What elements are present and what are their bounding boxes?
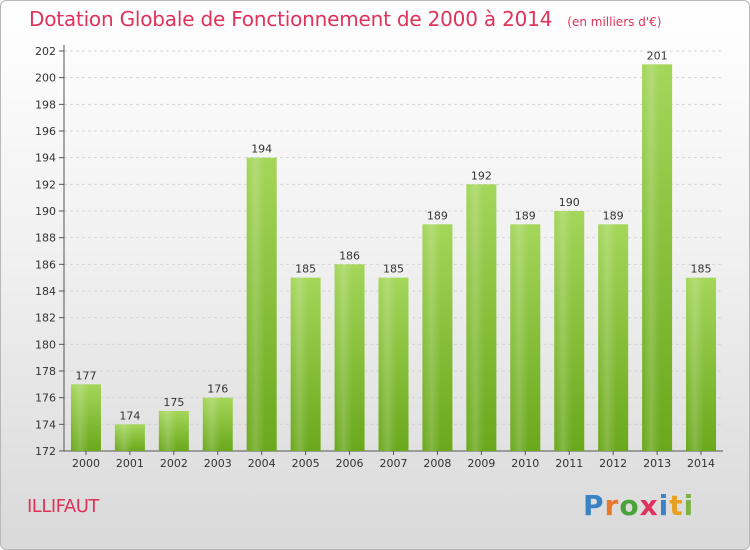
brand-letter: r xyxy=(604,489,620,522)
x-tick-label-2014: 2014 xyxy=(687,457,715,470)
y-tick-label: 194 xyxy=(35,152,56,165)
value-label-2008: 189 xyxy=(427,209,448,222)
x-tick-label-2008: 2008 xyxy=(423,457,451,470)
chart-subtitle: (en milliers d'€) xyxy=(567,15,662,29)
bar-shine-2003 xyxy=(202,397,233,451)
grid-lines xyxy=(59,50,723,452)
y-tick-label: 196 xyxy=(35,125,56,138)
bars xyxy=(70,64,717,452)
y-tick-label: 202 xyxy=(35,45,56,58)
y-tick-label: 172 xyxy=(35,445,56,458)
value-label-2007: 185 xyxy=(383,263,404,276)
value-label-2005: 185 xyxy=(295,263,316,276)
chart-title: Dotation Globale de Fonctionnement de 20… xyxy=(29,7,553,31)
value-label-2002: 175 xyxy=(163,396,184,409)
value-label-2011: 190 xyxy=(559,196,580,209)
bar-shine-2004 xyxy=(246,157,277,451)
value-label-2012: 189 xyxy=(603,209,624,222)
y-tick-label: 176 xyxy=(35,392,56,405)
x-tick-label-2006: 2006 xyxy=(336,457,364,470)
value-label-2010: 189 xyxy=(515,209,536,222)
y-tick-labels: 172 174 176 178 180 182 184 186 188 190 192 194 196 1… xyxy=(35,45,56,458)
brand-letter: i xyxy=(658,489,670,522)
y-tick-label: 186 xyxy=(35,258,56,271)
y-tick-label: 178 xyxy=(35,365,56,378)
y-tick-label: 184 xyxy=(35,285,56,298)
bar-shine-2010 xyxy=(510,224,541,451)
x-tick-label-2013: 2013 xyxy=(643,457,671,470)
x-tick-label-2005: 2005 xyxy=(292,457,320,470)
value-label-2004: 194 xyxy=(251,143,272,156)
x-tick-label-2012: 2012 xyxy=(599,457,627,470)
x-tick-label-2003: 2003 xyxy=(204,457,232,470)
y-tick-label: 188 xyxy=(35,232,56,245)
y-tick-label: 200 xyxy=(35,72,56,85)
y-tick-label: 190 xyxy=(35,205,56,218)
value-label-2003: 176 xyxy=(207,383,228,396)
x-tick-label-2004: 2004 xyxy=(248,457,276,470)
value-labels: 177 174 175 176 194 185 186 185 189 192 189 190 189 2… xyxy=(75,49,711,422)
bar-shine-2013 xyxy=(642,64,673,452)
y-tick-label: 180 xyxy=(35,338,56,351)
x-tick-label-2010: 2010 xyxy=(511,457,539,470)
bar-shine-2002 xyxy=(158,411,189,451)
y-tick-label: 174 xyxy=(35,418,56,431)
brand-letter: P xyxy=(583,489,605,522)
bar-shine-2007 xyxy=(378,277,409,451)
bar-shine-2009 xyxy=(466,184,497,452)
value-label-2013: 201 xyxy=(647,49,668,62)
value-label-2014: 185 xyxy=(691,263,712,276)
bar-shine-2001 xyxy=(114,424,145,451)
brand-letter: x xyxy=(639,489,659,522)
brand-letter: o xyxy=(619,489,640,522)
value-label-2001: 174 xyxy=(119,409,140,422)
bar-shine-2011 xyxy=(554,211,585,451)
value-label-2006: 186 xyxy=(339,249,360,262)
value-label-2009: 192 xyxy=(471,169,492,182)
x-tick-label-2002: 2002 xyxy=(160,457,188,470)
commune-name: ILLIFAUT xyxy=(27,496,99,517)
brand-letter: t xyxy=(669,489,684,522)
bar-shine-2012 xyxy=(598,224,629,451)
bar-shine-2005 xyxy=(290,277,321,451)
x-tick-label-2001: 2001 xyxy=(116,457,144,470)
brand-letter: i xyxy=(683,489,695,522)
title-row: Dotation Globale de Fonctionnement de 20… xyxy=(29,7,661,31)
x-tick-label-2000: 2000 xyxy=(72,457,100,470)
bar-shine-2006 xyxy=(334,264,365,451)
y-tick-label: 192 xyxy=(35,178,56,191)
brand-logo: Proxiti xyxy=(583,489,694,522)
x-tick-label-2011: 2011 xyxy=(555,457,583,470)
bar-shine-2014 xyxy=(686,277,717,451)
x-tick-labels: 2000 2001 2002 2003 2004 2005 2006 2007 2008 2009… xyxy=(72,451,715,470)
y-tick-label: 198 xyxy=(35,98,56,111)
value-label-2000: 177 xyxy=(75,369,96,382)
y-tick-label: 182 xyxy=(35,312,56,325)
x-tick-label-2007: 2007 xyxy=(380,457,408,470)
bar-shine-2008 xyxy=(422,224,453,451)
x-tick-label-2009: 2009 xyxy=(467,457,495,470)
bar-shine-2000 xyxy=(70,384,101,451)
